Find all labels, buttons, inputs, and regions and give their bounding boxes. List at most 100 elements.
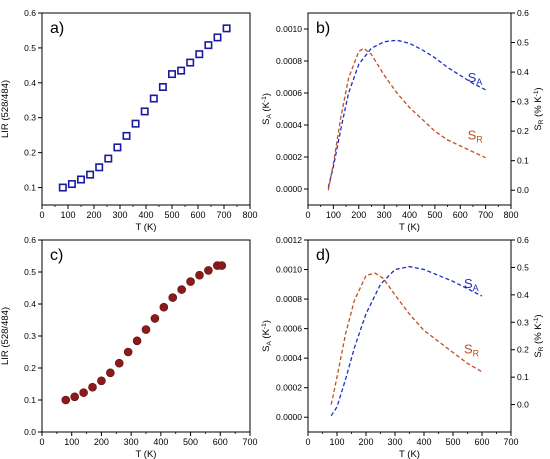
panel-label: d): [316, 247, 330, 264]
y-tick-label: 0.0010: [276, 265, 302, 275]
y-axis-label-close: ): [533, 87, 544, 90]
data-point: [168, 70, 177, 79]
data-point: [79, 388, 88, 397]
data-point: [141, 325, 151, 334]
data-point: [114, 358, 124, 368]
y-right-tick-label: 0.4: [517, 290, 529, 300]
x-tick-label: 700: [503, 437, 518, 447]
x-tick-label: 100: [64, 437, 79, 447]
y-axis-label-sub: A: [266, 114, 273, 119]
data-point: [159, 302, 169, 312]
panel-label: a): [50, 20, 64, 37]
y-right-tick-label: 0.2: [517, 345, 529, 355]
x-tick-label: 300: [387, 437, 402, 447]
data-point: [132, 336, 142, 346]
y-axis-label-close: ): [261, 320, 272, 323]
data-point: [222, 24, 231, 33]
x-tick-label: 200: [94, 437, 109, 447]
annotation-base: S: [464, 276, 473, 291]
annotation-base: S: [468, 128, 477, 143]
x-tick-label: 600: [190, 210, 205, 220]
x-tick-label: 500: [164, 210, 179, 220]
x-tick-label: 0: [39, 437, 44, 447]
data-point: [168, 293, 178, 302]
y-tick-label: 0.4: [24, 299, 36, 309]
y-right-tick-label: 0.2: [517, 126, 529, 136]
annotation-sub: A: [473, 283, 479, 293]
panel-label: b): [316, 20, 330, 37]
y-axis-label-unit: (K: [261, 328, 272, 341]
y-right-tick-label: 0.0: [517, 185, 529, 195]
series-annotation: SR: [468, 128, 484, 145]
series-annotation: SA: [468, 70, 483, 87]
annotation-sub: R: [476, 135, 483, 145]
data-point: [195, 270, 204, 280]
y-tick-label: 0.1: [24, 183, 36, 193]
x-tick-label: 600: [474, 437, 489, 447]
y-tick-label: 0.0010: [276, 24, 302, 34]
x-tick-label: 200: [351, 210, 366, 220]
data-point: [217, 261, 227, 270]
data-point: [97, 376, 106, 386]
x-tick-label: 100: [329, 437, 344, 447]
x-tick-label: 0: [39, 210, 44, 220]
x-tick-label: 700: [216, 210, 231, 220]
y-axis-label-sub: R: [538, 119, 545, 124]
panel-d: 0 100 200 300 400 500 600 700 T (K) 0.0000 0.0002 0…: [261, 235, 545, 459]
y-axis-label-sup: -1: [533, 90, 540, 96]
data-point: [77, 175, 86, 184]
annotation-sub: A: [476, 77, 482, 87]
y-right-tick-label: 0.4: [517, 67, 529, 77]
x-tick-label: 600: [213, 437, 228, 447]
x-tick-label: 500: [427, 210, 442, 220]
x-tick-label: 400: [416, 437, 431, 447]
y-tick-label: 0.0006: [276, 88, 302, 98]
data-point: [186, 58, 195, 67]
data-point: [86, 170, 95, 179]
x-axis-label: T (K): [399, 449, 420, 459]
data-point: [58, 183, 67, 192]
data-point: [122, 131, 131, 140]
series-line-sr: [330, 272, 483, 405]
data-point: [204, 266, 213, 275]
panel-a: 0 100 200 300 400 500 600 700 800 T (K) 0.1 0.2 0.3 0…: [0, 8, 258, 233]
annotation-sub: R: [473, 349, 480, 359]
y-right-tick-label: 0.1: [517, 156, 529, 166]
x-tick-label: 0: [305, 210, 310, 220]
data-point: [177, 66, 186, 75]
data-point: [186, 277, 195, 286]
x-tick-label: 500: [183, 437, 198, 447]
y-right-tick-label: 0.6: [517, 8, 529, 18]
data-point: [61, 395, 71, 405]
y-axis-label-right: SR (% K-1): [533, 87, 545, 130]
y-tick-label: 0.0012: [276, 235, 302, 245]
x-tick-label: 600: [453, 210, 468, 220]
data-point: [88, 382, 97, 392]
data-point: [149, 94, 158, 103]
data-point: [104, 154, 113, 163]
y-tick-label: 0.6: [24, 8, 36, 18]
y-axis-label: LIR (528/484): [0, 80, 11, 138]
data-point: [131, 119, 140, 128]
y-tick-label: 0.0004: [276, 120, 302, 130]
x-tick-label: 200: [358, 437, 373, 447]
series-annotation: SR: [464, 342, 480, 359]
y-tick-label: 0.0000: [276, 184, 302, 194]
series-line-sr: [327, 47, 486, 191]
x-tick-label: 300: [124, 437, 139, 447]
y-tick-label: 0.0008: [276, 56, 302, 66]
data-point: [70, 392, 79, 402]
panel-label: c): [50, 247, 63, 264]
y-tick-label: 0.2: [24, 363, 36, 373]
x-tick-label: 500: [445, 437, 460, 447]
y-right-tick-label: 0.1: [517, 372, 529, 382]
plot-frame: [307, 12, 512, 206]
data-point: [140, 107, 149, 116]
data-point: [177, 285, 186, 294]
data-point: [123, 347, 133, 357]
y-tick-label: 0.2: [24, 148, 36, 158]
y-axis-label-sup: -1: [261, 323, 268, 329]
y-axis-label-close: ): [261, 93, 272, 96]
data-point: [113, 143, 122, 152]
